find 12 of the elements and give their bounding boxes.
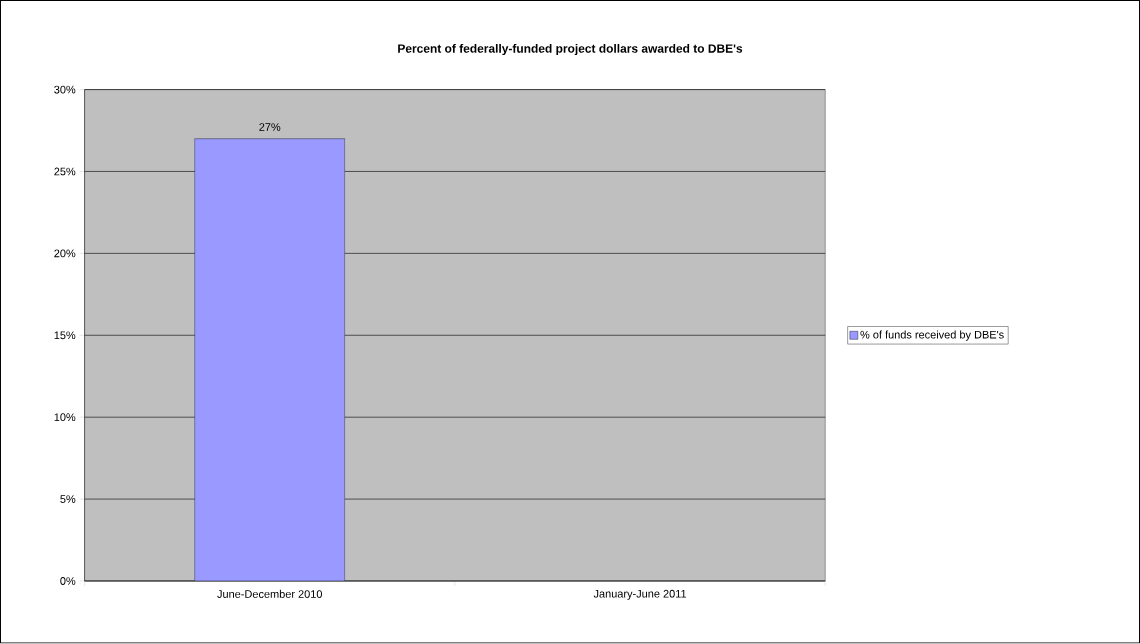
y-tick-label: 30% — [54, 85, 76, 94]
data-label: 27% — [259, 123, 281, 132]
y-tick-label: 5% — [60, 495, 76, 504]
y-tick-label: 25% — [54, 167, 76, 176]
x-tick-label: June-December 2010 — [217, 590, 323, 599]
y-tick-label: 10% — [54, 413, 76, 422]
chart-title: Percent of federally-funded project dollars awarded to DBE's — [398, 44, 743, 56]
legend-label: % of funds received by DBE's — [860, 330, 1004, 341]
y-tick-label: 0% — [60, 577, 76, 586]
y-tick-label: 20% — [54, 249, 76, 258]
x-tick-label: January-June 2011 — [593, 590, 687, 600]
y-tick-label: 15% — [54, 331, 76, 340]
